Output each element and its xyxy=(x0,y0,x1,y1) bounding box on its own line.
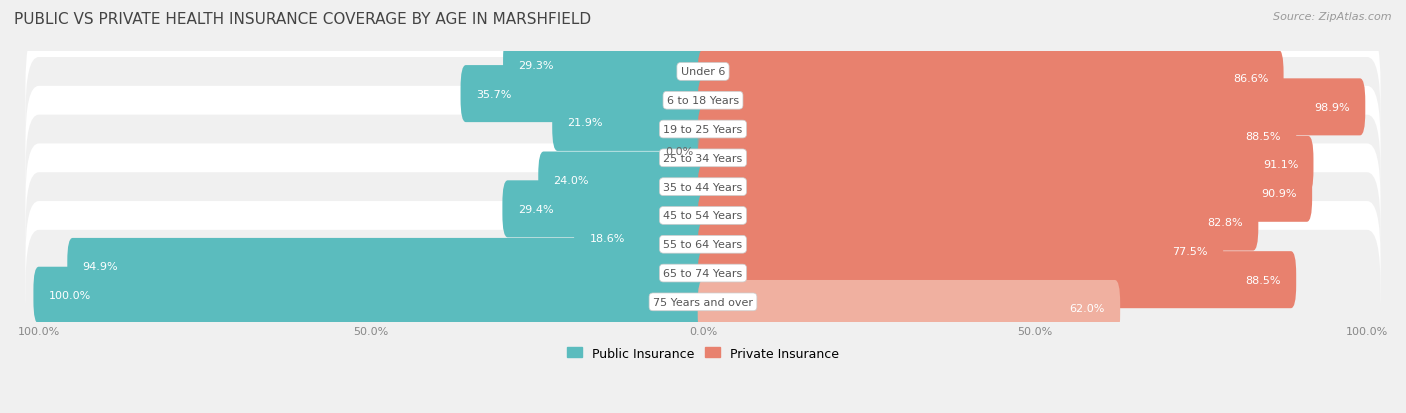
FancyBboxPatch shape xyxy=(25,202,1381,345)
Text: 35.7%: 35.7% xyxy=(475,89,512,100)
Text: 88.5%: 88.5% xyxy=(1246,275,1281,285)
Text: 90.9%: 90.9% xyxy=(1261,189,1296,199)
FancyBboxPatch shape xyxy=(25,58,1381,202)
Text: 25 to 34 Years: 25 to 34 Years xyxy=(664,154,742,164)
Text: Under 6: Under 6 xyxy=(681,67,725,77)
FancyBboxPatch shape xyxy=(697,50,1284,107)
Text: 18.6%: 18.6% xyxy=(589,233,624,243)
Text: 100.0%: 100.0% xyxy=(49,290,91,301)
Text: 29.3%: 29.3% xyxy=(519,61,554,71)
Text: 45 to 54 Years: 45 to 54 Years xyxy=(664,211,742,221)
FancyBboxPatch shape xyxy=(67,238,709,295)
FancyBboxPatch shape xyxy=(25,144,1381,288)
FancyBboxPatch shape xyxy=(461,66,709,123)
FancyBboxPatch shape xyxy=(34,267,709,324)
FancyBboxPatch shape xyxy=(502,181,709,238)
FancyBboxPatch shape xyxy=(538,152,709,209)
Text: PUBLIC VS PRIVATE HEALTH INSURANCE COVERAGE BY AGE IN MARSHFIELD: PUBLIC VS PRIVATE HEALTH INSURANCE COVER… xyxy=(14,12,591,27)
FancyBboxPatch shape xyxy=(25,0,1381,144)
Text: 29.4%: 29.4% xyxy=(517,204,554,214)
FancyBboxPatch shape xyxy=(574,210,709,266)
Text: 75 Years and over: 75 Years and over xyxy=(652,297,754,307)
Text: 0.0%: 0.0% xyxy=(665,147,693,157)
Text: Source: ZipAtlas.com: Source: ZipAtlas.com xyxy=(1274,12,1392,22)
Text: 62.0%: 62.0% xyxy=(1070,304,1105,314)
Text: 65 to 74 Years: 65 to 74 Years xyxy=(664,268,742,278)
FancyBboxPatch shape xyxy=(686,132,706,172)
Text: 94.9%: 94.9% xyxy=(83,262,118,272)
Text: 98.9%: 98.9% xyxy=(1315,102,1350,113)
Text: 21.9%: 21.9% xyxy=(568,118,603,128)
FancyBboxPatch shape xyxy=(553,95,709,152)
Legend: Public Insurance, Private Insurance: Public Insurance, Private Insurance xyxy=(562,342,844,365)
FancyBboxPatch shape xyxy=(697,165,1312,222)
Text: 77.5%: 77.5% xyxy=(1173,246,1208,256)
FancyBboxPatch shape xyxy=(25,230,1381,374)
FancyBboxPatch shape xyxy=(25,115,1381,259)
FancyBboxPatch shape xyxy=(697,108,1296,165)
Text: 6 to 18 Years: 6 to 18 Years xyxy=(666,96,740,106)
FancyBboxPatch shape xyxy=(25,87,1381,230)
Text: 88.5%: 88.5% xyxy=(1246,131,1281,141)
FancyBboxPatch shape xyxy=(697,252,1296,309)
Text: 55 to 64 Years: 55 to 64 Years xyxy=(664,240,742,249)
FancyBboxPatch shape xyxy=(697,280,1121,337)
Text: 82.8%: 82.8% xyxy=(1208,218,1243,228)
Text: 91.1%: 91.1% xyxy=(1263,160,1298,170)
FancyBboxPatch shape xyxy=(25,29,1381,173)
FancyBboxPatch shape xyxy=(697,79,1365,136)
FancyBboxPatch shape xyxy=(697,223,1223,280)
Text: 24.0%: 24.0% xyxy=(554,176,589,185)
Text: 35 to 44 Years: 35 to 44 Years xyxy=(664,182,742,192)
FancyBboxPatch shape xyxy=(503,37,709,94)
Text: 86.6%: 86.6% xyxy=(1233,74,1268,84)
FancyBboxPatch shape xyxy=(697,194,1258,251)
FancyBboxPatch shape xyxy=(25,173,1381,316)
FancyBboxPatch shape xyxy=(697,137,1313,194)
Text: 19 to 25 Years: 19 to 25 Years xyxy=(664,125,742,135)
